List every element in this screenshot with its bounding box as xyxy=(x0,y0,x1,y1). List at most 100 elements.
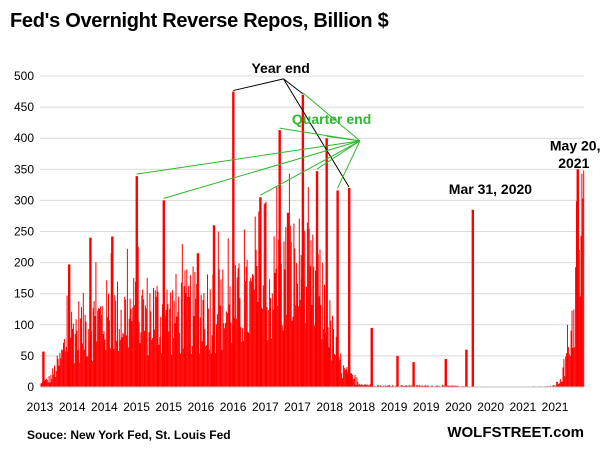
bar xyxy=(55,371,57,387)
bar xyxy=(363,384,365,387)
bar xyxy=(277,305,279,387)
bar xyxy=(561,382,563,387)
bar xyxy=(207,308,209,387)
bar xyxy=(330,320,332,387)
bar xyxy=(229,286,231,387)
bar xyxy=(209,289,211,387)
bar xyxy=(211,335,213,387)
bars-layer xyxy=(40,91,585,388)
bar xyxy=(321,339,323,387)
bar xyxy=(405,385,407,387)
bar xyxy=(171,354,172,387)
bar xyxy=(134,305,136,387)
x-tick-label-16: 2021 xyxy=(542,400,569,414)
bar xyxy=(138,322,140,387)
bar xyxy=(359,384,361,387)
bar xyxy=(338,357,340,387)
bar xyxy=(447,385,449,387)
bar xyxy=(361,384,363,387)
spike-bar-3 xyxy=(111,236,114,387)
bar xyxy=(115,300,117,387)
bar xyxy=(123,334,125,387)
bar xyxy=(121,337,123,387)
bar xyxy=(263,204,265,387)
bar xyxy=(177,311,179,387)
bar xyxy=(185,293,187,387)
spike-bar-6 xyxy=(196,253,200,387)
bar xyxy=(193,316,195,387)
bar xyxy=(222,269,224,387)
bar xyxy=(553,385,555,387)
y-tick-label-450: 450 xyxy=(14,100,34,114)
bar xyxy=(409,385,411,387)
annotation-leader-0-0 xyxy=(233,78,284,92)
bar xyxy=(572,347,574,387)
bar xyxy=(249,281,251,387)
bar xyxy=(320,304,322,387)
bar xyxy=(245,266,247,387)
bar xyxy=(559,378,561,387)
bar xyxy=(454,385,456,387)
bar xyxy=(158,344,160,387)
x-tick-label-2: 2014 xyxy=(91,400,118,414)
bar xyxy=(78,301,80,387)
bar xyxy=(567,324,568,387)
bar xyxy=(273,236,275,387)
bar xyxy=(62,350,64,387)
bar xyxy=(333,353,335,387)
bar xyxy=(246,259,248,387)
x-tick-label-15: 2021 xyxy=(509,400,536,414)
bar xyxy=(100,314,102,387)
bar xyxy=(218,269,220,387)
bar xyxy=(288,173,290,387)
bar xyxy=(380,385,382,387)
bar xyxy=(166,289,168,387)
bar xyxy=(265,201,267,387)
bar xyxy=(382,385,384,387)
bar xyxy=(292,316,294,387)
bar xyxy=(221,349,223,387)
bar xyxy=(146,277,148,387)
annotation-leader-1-5 xyxy=(316,140,361,170)
bar xyxy=(456,385,458,387)
x-tick-label-1: 2014 xyxy=(59,400,86,414)
bar xyxy=(201,341,203,387)
bar xyxy=(344,369,346,387)
bar xyxy=(450,385,451,387)
bar xyxy=(216,324,217,387)
bar xyxy=(275,268,277,387)
bar xyxy=(379,385,381,387)
bar xyxy=(328,347,330,387)
bar xyxy=(60,358,62,387)
bar xyxy=(281,325,283,387)
bar xyxy=(389,385,391,387)
spike-bar-12 xyxy=(301,94,305,387)
bar xyxy=(174,323,176,387)
spike-bar-22 xyxy=(471,209,475,387)
bar xyxy=(568,354,570,387)
bar xyxy=(99,308,100,387)
bar xyxy=(436,385,438,387)
bar xyxy=(262,285,264,387)
spike-bar-15 xyxy=(336,190,339,387)
bar xyxy=(282,330,284,387)
bar xyxy=(192,266,194,387)
bar xyxy=(401,384,403,387)
bar xyxy=(267,340,269,387)
bar xyxy=(253,289,255,387)
bar xyxy=(114,295,116,387)
bar xyxy=(140,332,142,387)
y-tick-label-200: 200 xyxy=(14,256,34,270)
spike-bar-20 xyxy=(444,359,447,387)
bar xyxy=(113,349,115,387)
bar xyxy=(205,346,207,387)
bar xyxy=(411,385,413,387)
x-tick-label-4: 2015 xyxy=(155,400,182,414)
bar xyxy=(125,299,127,387)
bar xyxy=(334,355,336,387)
bar xyxy=(315,270,316,387)
annotation-label-0: Year end xyxy=(251,60,309,76)
bar xyxy=(191,345,193,387)
bar xyxy=(50,374,52,387)
bar xyxy=(250,277,252,387)
